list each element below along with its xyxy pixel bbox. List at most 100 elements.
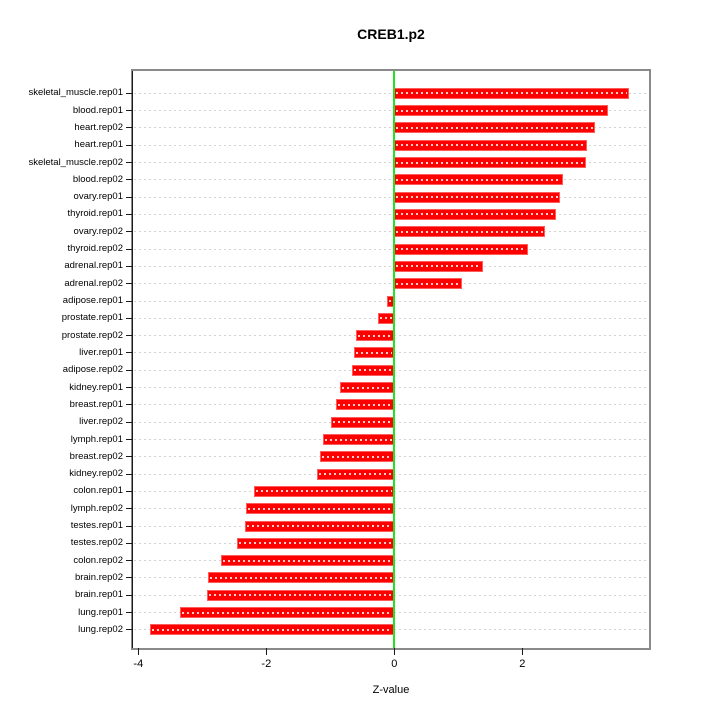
y-tick-label: breast.rep02 <box>69 450 123 462</box>
y-tick <box>125 196 133 198</box>
y-tick-label: brain.rep02 <box>74 571 123 583</box>
x-tick <box>521 648 523 655</box>
bar-inner-dash <box>210 576 393 579</box>
gridline <box>133 196 648 198</box>
bar-inner-dash <box>396 92 628 95</box>
y-tick-label: blood.rep01 <box>72 104 123 116</box>
y-tick <box>125 300 133 302</box>
y-tick <box>125 127 133 129</box>
y-tick-label: kidney.rep02 <box>69 468 123 480</box>
y-tick <box>125 213 133 215</box>
bar-inner-dash <box>208 594 393 597</box>
bar-inner-dash <box>355 351 393 354</box>
bar-inner-dash <box>396 248 527 251</box>
bar-inner-dash <box>396 161 585 164</box>
y-tick-label: lymph.rep01 <box>70 433 123 445</box>
gridline <box>133 283 648 285</box>
y-axis-line <box>132 70 133 648</box>
y-tick-label: colon.rep02 <box>73 554 123 566</box>
bar-inner-dash <box>222 559 393 562</box>
y-tick-label: thyroid.rep02 <box>67 243 123 255</box>
y-tick <box>125 508 133 510</box>
bar <box>179 607 395 619</box>
bar <box>394 139 587 151</box>
bar-inner-dash <box>256 490 393 493</box>
y-tick <box>125 542 133 544</box>
y-tick-label: kidney.rep01 <box>69 381 123 393</box>
bar <box>378 312 395 324</box>
y-tick <box>125 473 133 475</box>
bar-inner-dash <box>318 473 393 476</box>
bar <box>245 503 395 515</box>
y-tick <box>125 283 133 285</box>
bar-inner-dash <box>396 213 555 216</box>
x-tick-label: 2 <box>519 657 526 670</box>
gridline <box>133 231 648 233</box>
bar-inner-dash <box>396 144 585 147</box>
y-tick <box>125 352 133 354</box>
y-tick <box>125 162 133 164</box>
bar-inner-dash <box>247 507 393 510</box>
y-tick-label: skeletal_muscle.rep02 <box>28 156 123 168</box>
bar <box>330 416 395 428</box>
gridline <box>133 179 648 181</box>
bar-inner-dash <box>396 230 544 233</box>
bar-inner-dash <box>380 317 393 320</box>
y-tick <box>125 179 133 181</box>
bar <box>220 555 395 567</box>
y-tick <box>125 421 133 423</box>
bar <box>394 243 529 255</box>
x-tick <box>393 648 395 655</box>
y-tick <box>125 231 133 233</box>
y-tick <box>125 525 133 527</box>
bar-inner-dash <box>396 265 482 268</box>
gridline <box>133 127 648 129</box>
bar-inner-dash <box>322 455 393 458</box>
gridline <box>133 265 648 267</box>
bar-inner-dash <box>325 438 393 441</box>
bar <box>394 174 564 186</box>
y-tick <box>125 335 133 337</box>
bar-inner-dash <box>338 403 393 406</box>
bar <box>353 347 395 359</box>
bar <box>394 157 587 169</box>
y-tick-label: ovary.rep02 <box>73 225 123 237</box>
bar <box>316 468 395 480</box>
y-tick <box>125 577 133 579</box>
gridline <box>133 162 648 164</box>
x-tick <box>265 648 267 655</box>
y-tick-label: testes.rep02 <box>70 537 123 549</box>
bar-inner-dash <box>396 109 607 112</box>
x-axis-label: Z-value <box>372 684 410 696</box>
y-tick-label: prostate.rep02 <box>61 329 123 341</box>
bar <box>320 451 395 463</box>
y-tick-label: lymph.rep02 <box>70 502 123 514</box>
bar <box>394 122 596 134</box>
y-tick-label: adipose.rep02 <box>62 364 123 376</box>
gridline <box>133 248 648 250</box>
y-tick <box>125 265 133 267</box>
bar <box>150 624 395 636</box>
bar <box>339 382 395 394</box>
y-tick <box>125 490 133 492</box>
y-tick <box>125 594 133 596</box>
bar-inner-dash <box>152 628 393 631</box>
bar <box>245 520 395 532</box>
y-tick <box>125 369 133 371</box>
y-tick <box>125 612 133 614</box>
y-tick-label: lung.rep02 <box>78 623 123 635</box>
bar <box>394 226 546 238</box>
bar <box>394 278 463 290</box>
chart-title: CREB1.p2 <box>357 26 425 42</box>
y-tick-label: liver.rep01 <box>79 346 123 358</box>
y-tick-label: heart.rep01 <box>74 139 123 151</box>
bar <box>394 191 561 203</box>
y-tick <box>125 404 133 406</box>
gridline <box>133 213 648 215</box>
y-tick-label: colon.rep01 <box>73 485 123 497</box>
y-tick-label: skeletal_muscle.rep01 <box>28 87 123 99</box>
bar <box>394 208 557 220</box>
bar-inner-dash <box>357 334 393 337</box>
bar-inner-dash <box>247 525 393 528</box>
